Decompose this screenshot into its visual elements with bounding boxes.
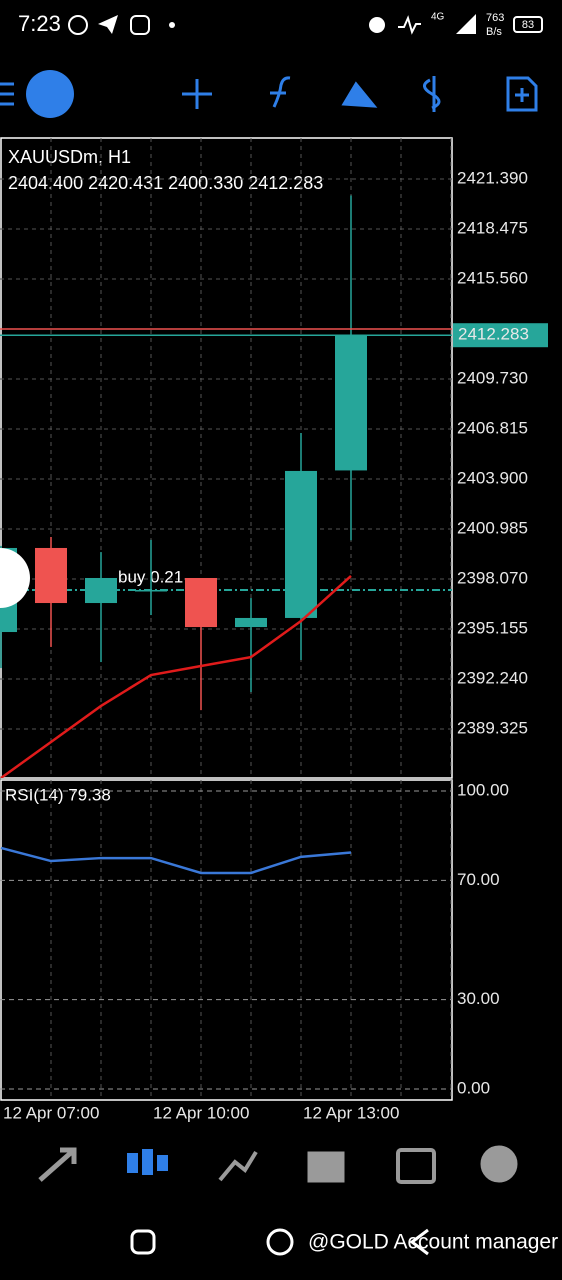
system-home[interactable] — [266, 1228, 294, 1256]
y-tick-label: 2398.070 — [457, 569, 528, 588]
candle-body — [335, 335, 367, 471]
status-icon — [130, 15, 150, 35]
battery — [513, 16, 543, 33]
bottom-nav — [38, 1145, 518, 1184]
y-tick-label: 2392.240 — [457, 669, 528, 688]
x-tick-label: 12 Apr 10:00 — [153, 1103, 249, 1122]
price-panel — [0, 137, 453, 779]
crosshair-button[interactable] — [182, 79, 212, 109]
y-tick-label: 2415.560 — [457, 268, 528, 287]
y-tick-label: 2403.900 — [457, 468, 528, 487]
toolbar — [0, 70, 538, 118]
candle-body — [235, 617, 267, 628]
y-tick-label: 100.00 — [457, 781, 509, 800]
app-logo[interactable] — [26, 70, 74, 118]
price-tag-label: 2412.283 — [458, 325, 529, 344]
system-back[interactable] — [409, 1228, 429, 1256]
nav-history[interactable] — [307, 1151, 345, 1183]
candle-body — [285, 470, 317, 618]
battery-level: 83 — [522, 19, 534, 31]
price-tag — [453, 323, 548, 348]
system-recents[interactable] — [130, 1229, 156, 1255]
objects-button[interactable] — [341, 81, 378, 108]
candle-body — [185, 577, 217, 628]
y-tick-label: 0.00 — [457, 1078, 490, 1097]
y-tick-label: 70.00 — [457, 870, 500, 889]
status-icon — [169, 22, 175, 28]
candle-body — [35, 547, 67, 604]
x-tick-label: 12 Apr 13:00 — [303, 1103, 399, 1122]
candle-body — [135, 589, 167, 592]
status-icon — [98, 15, 118, 34]
nav-trade[interactable] — [218, 1150, 258, 1182]
status-icon — [398, 15, 421, 35]
watermark: @GOLD Account manager — [308, 1231, 558, 1254]
y-tick-label: 2418.475 — [457, 218, 528, 237]
status-speed-unit: B/s — [486, 26, 502, 38]
nav-quotes[interactable] — [38, 1147, 77, 1182]
rsi-panel — [0, 779, 453, 1101]
status-speed: 763 — [486, 12, 504, 24]
status-icon — [68, 15, 88, 35]
rsi-title: RSI(14) 79.38 — [5, 785, 111, 804]
nav-news[interactable] — [396, 1148, 436, 1184]
y-tick-label: 2389.325 — [457, 719, 528, 738]
y-tick-label: 2395.155 — [457, 619, 528, 638]
new-order-button[interactable] — [506, 76, 538, 112]
symbol-title: XAUUSDm, H1 — [8, 147, 131, 167]
nav-chart[interactable] — [127, 1149, 168, 1175]
moving-average — [0, 575, 352, 778]
trade-button[interactable] — [423, 76, 441, 112]
candle-body — [85, 577, 117, 604]
status-network: 4G — [431, 12, 445, 23]
menu-button[interactable] — [0, 82, 14, 106]
y-tick-label: 2406.815 — [457, 418, 528, 437]
indicators-button[interactable] — [270, 76, 291, 108]
x-tick-label: 12 Apr 07:00 — [3, 1103, 99, 1122]
y-tick-label: 2409.730 — [457, 368, 528, 387]
nav-chat[interactable] — [480, 1145, 518, 1183]
y-tick-label: 30.00 — [457, 989, 500, 1008]
y-tick-label: 2400.985 — [457, 519, 528, 538]
side-handle[interactable] — [0, 548, 30, 608]
status-signal — [456, 14, 476, 34]
rsi-line — [0, 846, 352, 875]
price-plot: buy 0.21 — [0, 138, 452, 778]
y-tick-label: 2421.390 — [457, 168, 528, 187]
status-time: 7:23 — [18, 11, 61, 36]
ohlc-readout: 2404.400 2420.431 2400.330 2412.283 — [8, 173, 323, 193]
status-icon — [369, 17, 385, 33]
